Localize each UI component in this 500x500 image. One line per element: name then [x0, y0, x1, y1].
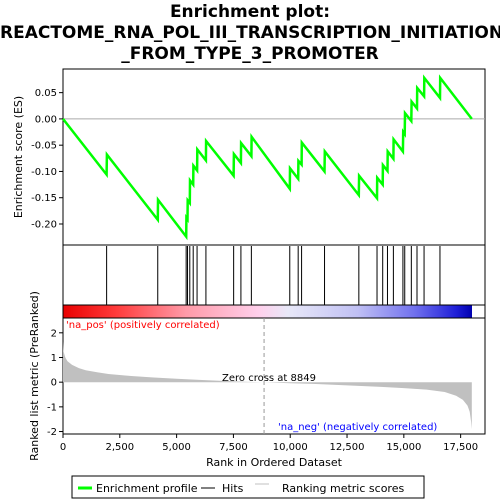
- x-axis-label: Rank in Ordered Dataset: [206, 456, 343, 469]
- legend: Enrichment profile Hits Ranking metric s…: [71, 475, 425, 499]
- ranking-y-tick-label: 0: [51, 378, 57, 389]
- legend-hits-label: Hits: [222, 482, 244, 495]
- chart-title: Enrichment plot: REACTOME_RNA_POL_III_TR…: [0, 2, 500, 65]
- hit-marks: [106, 246, 441, 305]
- es-panel-frame: [62, 68, 486, 246]
- es-y-tick-label: 0.00: [35, 114, 57, 125]
- zero-cross-label: Zero cross at 8849: [222, 373, 316, 384]
- es-y-tick-label: -0.15: [31, 193, 57, 204]
- legend-box: [71, 475, 425, 499]
- legend-enrichment-label: Enrichment profile: [96, 482, 198, 495]
- es-y-axis: 0.05 0.00 -0.05 -0.10 -0.15 -0.20: [31, 88, 63, 230]
- es-y-tick-label: -0.10: [31, 167, 57, 178]
- hits-panel-frame: [62, 244, 486, 306]
- pos-correlated-label: 'na_pos' (positively correlated): [66, 320, 220, 331]
- x-axis: 0 2,500 5,000 7,500 10,000 12,500 15,000 17,500: [60, 434, 478, 453]
- ranking-metric-area: [63, 341, 472, 430]
- x-tick-label: 5,000: [162, 442, 191, 453]
- ranking-panel-frame: [62, 317, 486, 435]
- title-line-3: _FROM_TYPE_3_PROMOTER: [121, 44, 379, 64]
- legend-ranking-label: Ranking metric scores: [282, 482, 404, 495]
- ranking-y-tick-label: 2: [51, 328, 57, 339]
- ranked-list-color-band: [63, 305, 472, 318]
- x-tick-label: 17,500: [443, 442, 478, 453]
- neg-correlated-label: 'na_neg' (negatively correlated): [278, 422, 437, 433]
- es-y-axis-label: Enrichment score (ES): [12, 96, 25, 218]
- ranking-y-tick-label: -2: [47, 427, 57, 438]
- ranking-y-tick-label: -1: [47, 402, 57, 413]
- title-line-1: Enrichment plot:: [169, 2, 331, 22]
- es-y-tick-label: 0.05: [35, 88, 57, 99]
- x-tick-label: 15,000: [386, 442, 421, 453]
- ranking-y-axis-label: Ranked list metric (PreRanked): [28, 291, 41, 461]
- es-y-tick-label: -0.20: [31, 219, 57, 230]
- x-tick-label: 7,500: [219, 442, 248, 453]
- x-tick-label: 10,000: [273, 442, 308, 453]
- enrichment-profile-line: [62, 74, 473, 241]
- ranking-y-axis: 2 1 0 -1 -2: [47, 328, 63, 438]
- title-line-2: REACTOME_RNA_POL_III_TRANSCRIPTION_INITI…: [0, 23, 500, 43]
- x-tick-label: 2,500: [105, 442, 134, 453]
- es-y-tick-label: -0.05: [31, 141, 57, 152]
- x-tick-label: 0: [60, 442, 66, 453]
- x-tick-label: 12,500: [330, 442, 365, 453]
- ranking-y-tick-label: 1: [51, 353, 57, 364]
